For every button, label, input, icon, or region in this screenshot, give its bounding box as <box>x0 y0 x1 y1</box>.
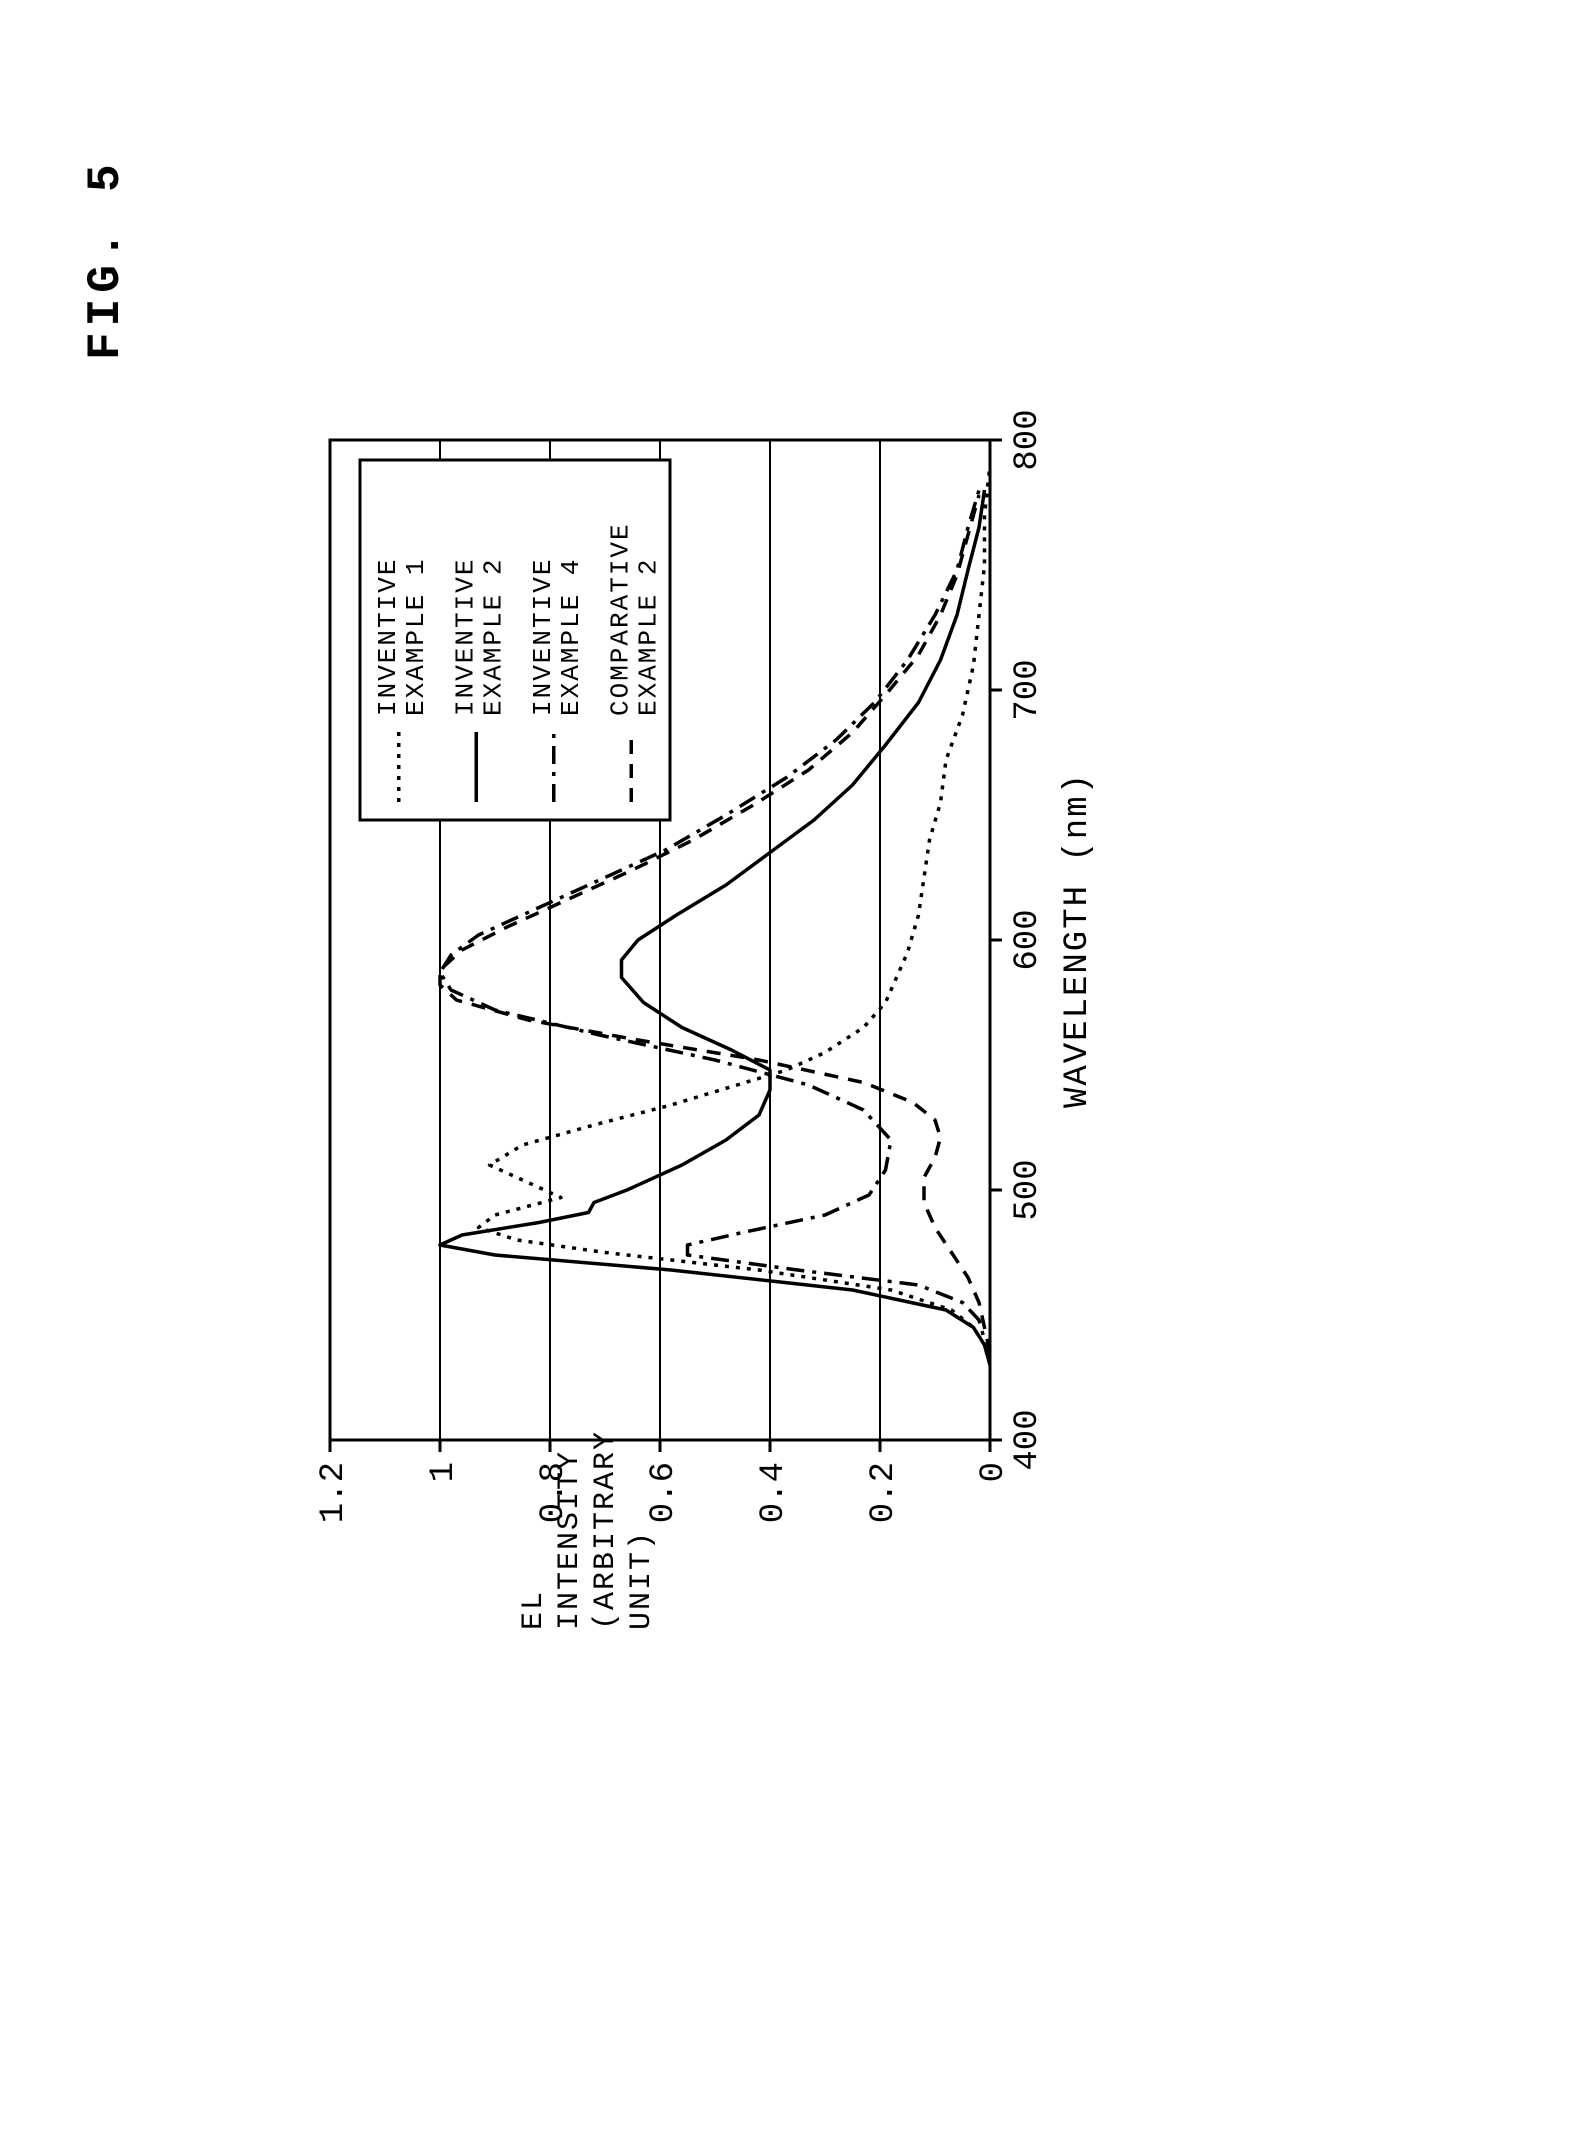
x-tick-label: 600 <box>1009 909 1047 970</box>
y-axis-label-line: (ARBITRARY <box>589 1430 623 1630</box>
legend-label: EXAMPLE 2 <box>633 558 663 716</box>
legend-label: EXAMPLE 2 <box>478 558 508 716</box>
legend-label: INVENTIVE <box>528 558 558 716</box>
legend-label: EXAMPLE 4 <box>556 558 586 716</box>
y-tick-label: 0 <box>975 1462 1013 1482</box>
y-tick-label: 1.2 <box>315 1462 353 1523</box>
y-axis-label-line: EL <box>517 1590 551 1630</box>
x-tick-label: 800 <box>1009 409 1047 470</box>
x-axis-label: WAVELENGTH (nm) <box>1059 772 1097 1108</box>
el-spectrum-chart: 40050060070080000.20.40.60.811.2WAVELENG… <box>290 240 1150 1640</box>
y-axis-label-line: UNIT) <box>625 1530 659 1630</box>
y-tick-label: 0.4 <box>755 1462 793 1523</box>
y-tick-label: 1 <box>425 1462 463 1482</box>
y-tick-label: 0.6 <box>645 1462 683 1523</box>
x-tick-label: 700 <box>1009 659 1047 720</box>
figure-label: FIG. 5 <box>80 158 132 360</box>
legend-label: EXAMPLE 1 <box>401 558 431 716</box>
y-axis-label-line: INTENSITY <box>553 1450 587 1630</box>
x-tick-label: 400 <box>1009 1409 1047 1470</box>
x-tick-label: 500 <box>1009 1159 1047 1220</box>
chart-container: 40050060070080000.20.40.60.811.2WAVELENG… <box>290 240 1150 1640</box>
legend-label: INVENTIVE <box>450 558 480 716</box>
legend-label: INVENTIVE <box>373 558 403 716</box>
y-tick-label: 0.2 <box>865 1462 903 1523</box>
page: FIG. 5 40050060070080000.20.40.60.811.2W… <box>40 40 1540 2097</box>
legend-label: COMPARATIVE <box>605 522 635 716</box>
